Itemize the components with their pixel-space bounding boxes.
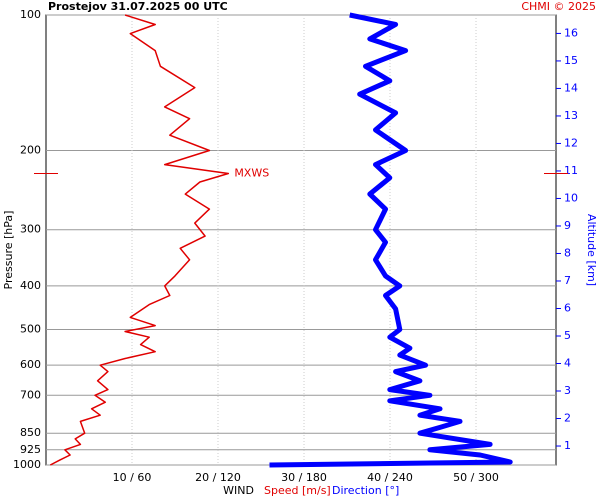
legend-entry: Speed [m/s]	[264, 484, 331, 497]
x-tick-label: 40 / 240	[367, 471, 413, 484]
y-axis-label: Pressure [hPa]	[2, 211, 15, 290]
annotation: MXWS	[234, 166, 269, 179]
y-tick-label: 100	[20, 8, 41, 21]
y-tick-label: 700	[20, 388, 41, 401]
y2-tick-label: 16	[564, 26, 578, 39]
y-tick-label: 500	[20, 323, 41, 336]
x-tick-label: 20 / 120	[195, 471, 241, 484]
x-tick-label: 50 / 300	[453, 471, 499, 484]
y-tick-label: 400	[20, 279, 41, 292]
y2-tick-label: 10	[564, 191, 578, 204]
y2-tick-label: 5	[564, 329, 571, 342]
y2-tick-label: 12	[564, 136, 578, 149]
x-tick-label: 10 / 60	[113, 471, 152, 484]
series-line	[269, 12, 513, 468]
y2-tick-label: 1	[564, 439, 571, 452]
y-tick-label: 925	[20, 443, 41, 456]
y-tick-label: 850	[20, 426, 41, 439]
legend-entry: Direction [°]	[332, 484, 399, 497]
y2-tick-label: 9	[564, 219, 571, 232]
y2-axis-label: Altitude [km]	[585, 214, 598, 286]
x-tick-label: 30 / 180	[281, 471, 327, 484]
y-tick-label: 300	[20, 223, 41, 236]
chart-title: Prostejov 31.07.2025 00 UTC	[48, 0, 228, 13]
y2-tick-label: 8	[564, 246, 571, 259]
x-axis-label: WIND	[223, 484, 254, 497]
y2-tick-label: 15	[564, 54, 578, 67]
y-tick-label: 600	[20, 358, 41, 371]
y2-tick-label: 7	[564, 274, 571, 287]
y2-tick-label: 2	[564, 412, 571, 425]
plot-frame	[45, 14, 557, 466]
y-tick-label: 1000	[13, 458, 41, 471]
y2-tick-label: 4	[564, 357, 571, 370]
y-tick-label: 200	[20, 143, 41, 156]
y2-tick-label: 6	[564, 301, 571, 314]
credit: CHMI © 2025	[521, 0, 596, 13]
y2-tick-label: 13	[564, 109, 578, 122]
y2-tick-label: 11	[564, 164, 578, 177]
series-line	[49, 14, 230, 466]
y2-tick-label: 3	[564, 384, 571, 397]
y2-tick-label: 14	[564, 81, 578, 94]
